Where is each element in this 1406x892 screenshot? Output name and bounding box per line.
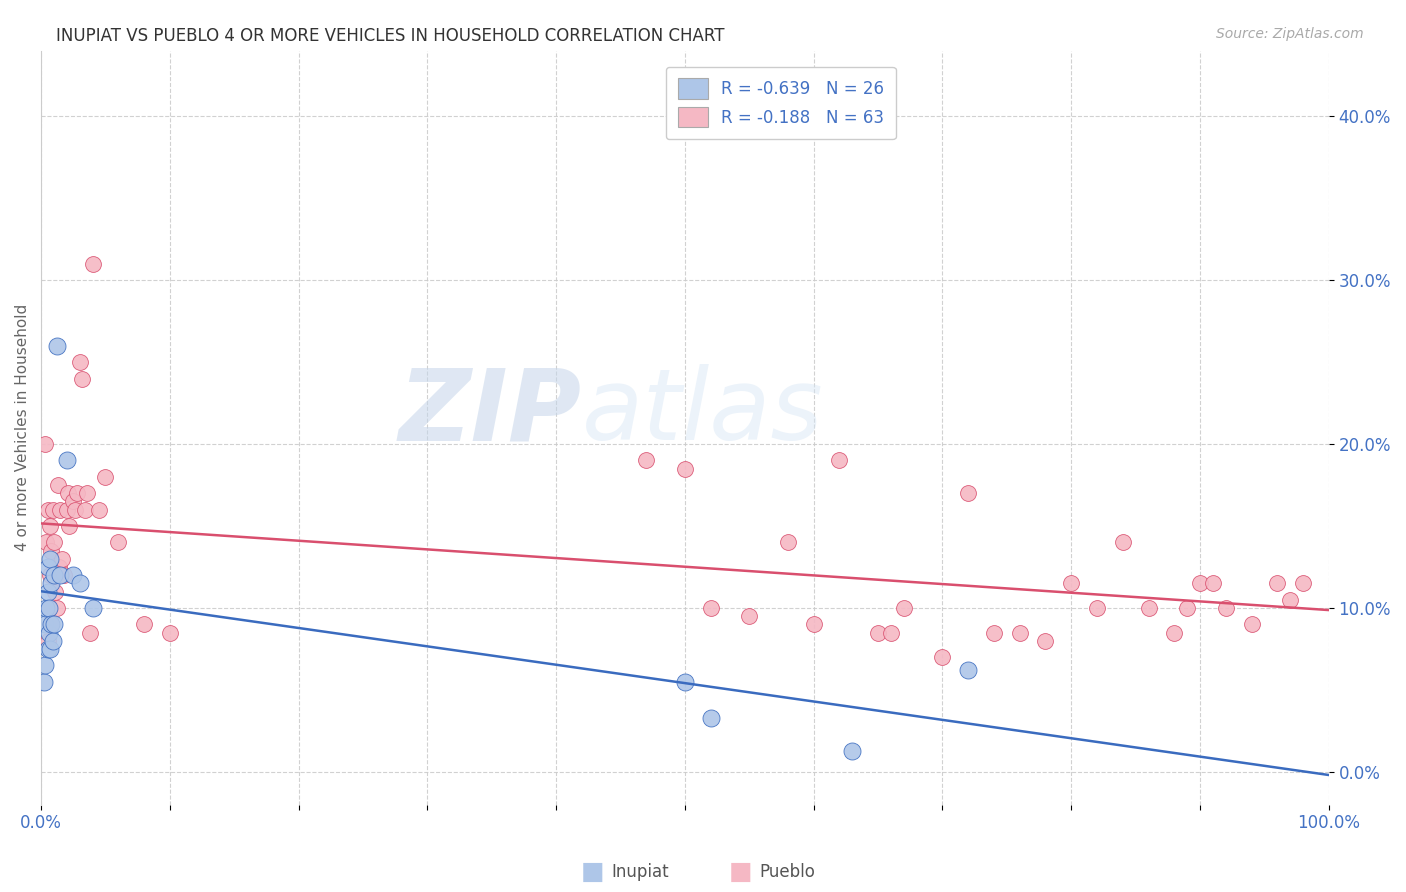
Point	[880, 625, 903, 640]
Point	[44, 584, 66, 599]
Point	[1085, 601, 1108, 615]
Point	[1137, 601, 1160, 615]
Point	[37, 502, 59, 516]
Point	[893, 601, 915, 615]
Point	[636, 453, 658, 467]
Point	[38, 625, 60, 640]
Point	[39, 519, 62, 533]
Point	[69, 355, 91, 369]
Text: atlas: atlas	[582, 364, 824, 461]
Point	[37, 584, 59, 599]
Point	[134, 617, 156, 632]
Point	[48, 560, 70, 574]
Point	[931, 650, 953, 665]
Point	[39, 568, 62, 582]
Point	[37, 560, 59, 574]
Point	[46, 478, 69, 492]
Point	[673, 674, 696, 689]
Point	[62, 494, 84, 508]
Point	[34, 658, 56, 673]
Point	[42, 617, 65, 632]
Point	[957, 486, 980, 500]
Point	[1215, 601, 1237, 615]
Point	[45, 339, 67, 353]
Point	[1175, 601, 1198, 615]
Point	[1112, 535, 1135, 549]
Point	[1292, 576, 1315, 591]
Point	[868, 625, 890, 640]
Point	[41, 617, 63, 632]
Point	[41, 617, 63, 632]
Point	[41, 576, 63, 591]
Point	[159, 625, 181, 640]
Point	[42, 535, 65, 549]
Point	[79, 625, 101, 640]
Point	[776, 535, 799, 549]
Point	[41, 543, 63, 558]
Text: ■: ■	[728, 861, 752, 884]
Point	[1008, 625, 1031, 640]
Text: ZIP: ZIP	[399, 364, 582, 461]
Point	[87, 502, 110, 516]
Point	[35, 601, 58, 615]
Legend: R = -0.639   N = 26, R = -0.188   N = 63: R = -0.639 N = 26, R = -0.188 N = 63	[666, 67, 896, 139]
Text: ■: ■	[581, 861, 605, 884]
Point	[1060, 576, 1083, 591]
Point	[1202, 576, 1225, 591]
Point	[1265, 576, 1288, 591]
Point	[53, 568, 76, 582]
Point	[32, 674, 55, 689]
Point	[62, 568, 84, 582]
Point	[63, 502, 86, 516]
Point	[35, 535, 58, 549]
Point	[828, 453, 851, 467]
Point	[56, 502, 79, 516]
Point	[94, 470, 117, 484]
Point	[82, 601, 104, 615]
Point	[1240, 617, 1263, 632]
Point	[73, 502, 96, 516]
Point	[37, 642, 59, 657]
Point	[957, 663, 980, 677]
Point	[1279, 592, 1302, 607]
Point	[841, 743, 863, 757]
Point	[34, 437, 56, 451]
Point	[38, 601, 60, 615]
Text: Inupiat: Inupiat	[612, 863, 669, 881]
Point	[69, 576, 91, 591]
Point	[39, 642, 62, 657]
Point	[738, 609, 761, 624]
Point	[34, 617, 56, 632]
Point	[82, 257, 104, 271]
Point	[38, 601, 60, 615]
Point	[58, 519, 80, 533]
Point	[107, 535, 129, 549]
Text: Source: ZipAtlas.com: Source: ZipAtlas.com	[1216, 27, 1364, 41]
Point	[49, 502, 72, 516]
Point	[66, 486, 89, 500]
Point	[76, 486, 98, 500]
Point	[699, 601, 721, 615]
Point	[51, 551, 73, 566]
Point	[1035, 633, 1057, 648]
Point	[56, 453, 79, 467]
Point	[41, 502, 63, 516]
Text: Pueblo: Pueblo	[759, 863, 815, 881]
Point	[1188, 576, 1211, 591]
Point	[699, 711, 721, 725]
Point	[56, 486, 79, 500]
Point	[42, 568, 65, 582]
Point	[72, 371, 94, 385]
Point	[41, 633, 63, 648]
Point	[803, 617, 825, 632]
Point	[39, 551, 62, 566]
Point	[1163, 625, 1185, 640]
Point	[45, 601, 67, 615]
Point	[49, 568, 72, 582]
Y-axis label: 4 or more Vehicles in Household: 4 or more Vehicles in Household	[15, 304, 30, 551]
Point	[983, 625, 1005, 640]
Text: INUPIAT VS PUEBLO 4 OR MORE VEHICLES IN HOUSEHOLD CORRELATION CHART: INUPIAT VS PUEBLO 4 OR MORE VEHICLES IN …	[56, 27, 724, 45]
Point	[673, 461, 696, 475]
Point	[37, 633, 59, 648]
